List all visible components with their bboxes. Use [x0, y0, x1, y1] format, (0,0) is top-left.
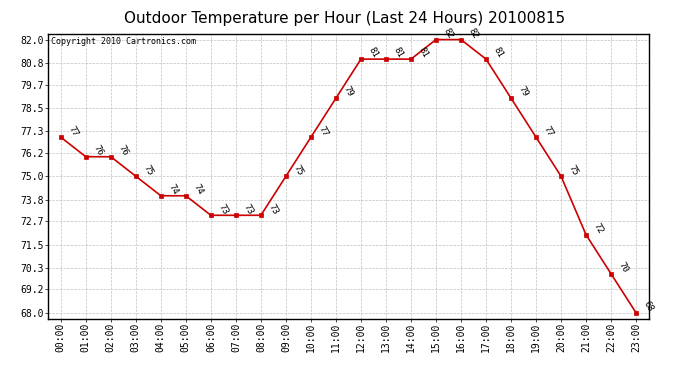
Text: 81: 81 — [366, 46, 380, 60]
Text: 75: 75 — [291, 163, 305, 177]
Text: 81: 81 — [491, 46, 505, 60]
Text: 74: 74 — [166, 183, 179, 196]
Text: 82: 82 — [466, 26, 480, 40]
Text: Copyright 2010 Cartronics.com: Copyright 2010 Cartronics.com — [51, 37, 196, 46]
Text: 75: 75 — [141, 163, 155, 177]
Text: 68: 68 — [642, 300, 655, 314]
Text: 79: 79 — [517, 85, 530, 99]
Text: 81: 81 — [391, 46, 405, 60]
Text: 77: 77 — [542, 124, 555, 138]
Text: 75: 75 — [566, 163, 580, 177]
Text: 79: 79 — [342, 85, 355, 99]
Text: 77: 77 — [317, 124, 330, 138]
Text: 81: 81 — [417, 46, 430, 60]
Text: 73: 73 — [266, 202, 279, 216]
Text: 72: 72 — [591, 222, 605, 236]
Text: 73: 73 — [241, 202, 255, 216]
Text: 73: 73 — [217, 202, 230, 216]
Text: 82: 82 — [442, 26, 455, 40]
Text: Outdoor Temperature per Hour (Last 24 Hours) 20100815: Outdoor Temperature per Hour (Last 24 Ho… — [124, 11, 566, 26]
Text: 70: 70 — [617, 261, 630, 274]
Text: 77: 77 — [66, 124, 79, 138]
Text: 76: 76 — [117, 144, 130, 158]
Text: 76: 76 — [91, 144, 105, 158]
Text: 74: 74 — [191, 183, 205, 196]
